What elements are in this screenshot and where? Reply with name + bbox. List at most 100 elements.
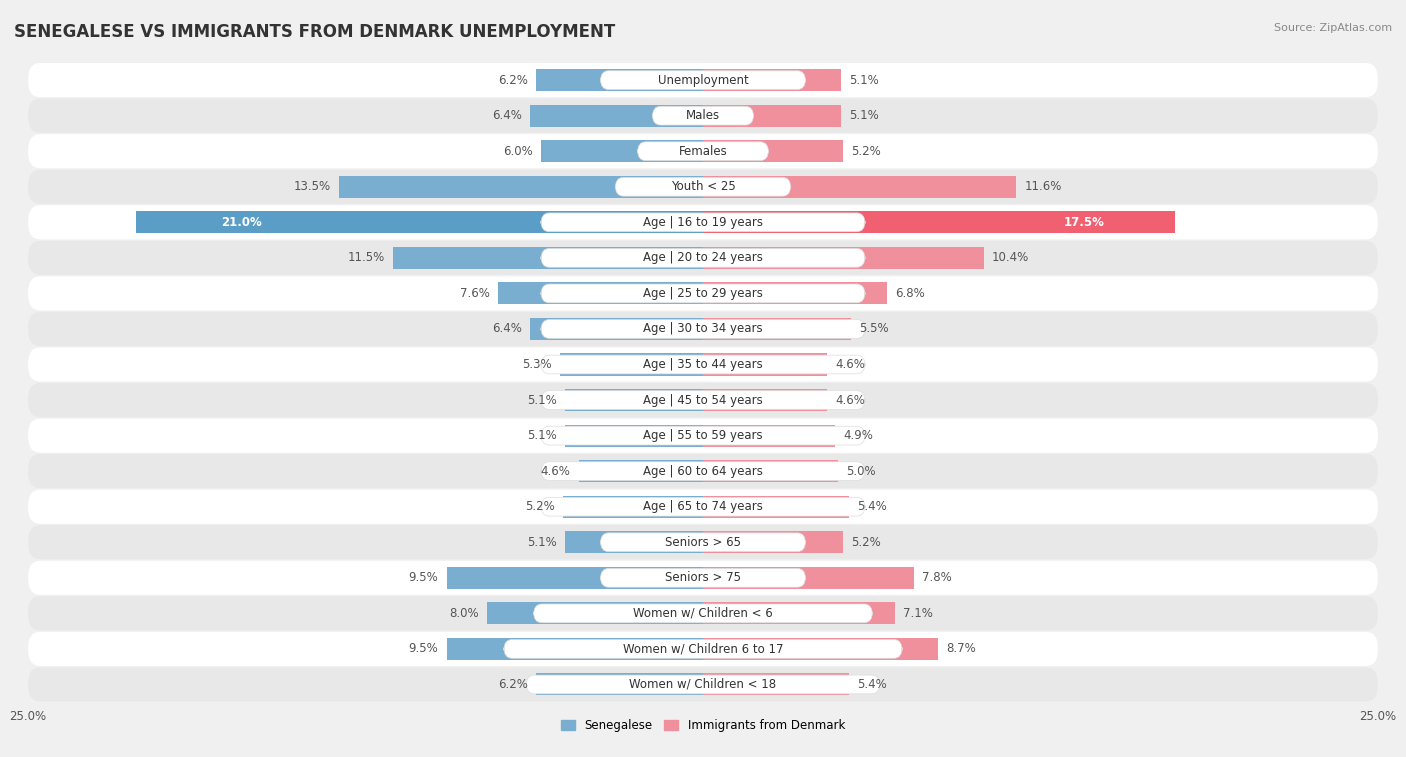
FancyBboxPatch shape xyxy=(541,426,865,445)
Text: 6.4%: 6.4% xyxy=(492,322,522,335)
FancyBboxPatch shape xyxy=(28,454,1378,488)
Text: 5.1%: 5.1% xyxy=(527,394,557,407)
Text: 10.4%: 10.4% xyxy=(991,251,1029,264)
Bar xyxy=(447,638,703,660)
Bar xyxy=(541,140,703,162)
Text: SENEGALESE VS IMMIGRANTS FROM DENMARK UNEMPLOYMENT: SENEGALESE VS IMMIGRANTS FROM DENMARK UN… xyxy=(14,23,616,41)
FancyBboxPatch shape xyxy=(541,248,865,267)
Bar xyxy=(703,176,1017,198)
Bar xyxy=(703,567,914,589)
Bar xyxy=(136,211,703,233)
FancyBboxPatch shape xyxy=(28,632,1378,666)
Text: 5.5%: 5.5% xyxy=(859,322,889,335)
FancyBboxPatch shape xyxy=(28,419,1378,453)
FancyBboxPatch shape xyxy=(526,675,880,694)
Text: Age | 16 to 19 years: Age | 16 to 19 years xyxy=(643,216,763,229)
FancyBboxPatch shape xyxy=(652,106,754,125)
Bar xyxy=(562,496,703,518)
Bar xyxy=(703,69,841,91)
Bar xyxy=(536,674,703,696)
Text: Women w/ Children 6 to 17: Women w/ Children 6 to 17 xyxy=(623,643,783,656)
FancyBboxPatch shape xyxy=(541,284,865,303)
Text: Age | 35 to 44 years: Age | 35 to 44 years xyxy=(643,358,763,371)
FancyBboxPatch shape xyxy=(541,497,865,516)
Text: 4.6%: 4.6% xyxy=(541,465,571,478)
Bar xyxy=(530,104,703,126)
Bar xyxy=(703,354,827,375)
Text: Age | 60 to 64 years: Age | 60 to 64 years xyxy=(643,465,763,478)
Text: 5.1%: 5.1% xyxy=(527,536,557,549)
FancyBboxPatch shape xyxy=(28,134,1378,168)
Bar xyxy=(565,389,703,411)
Bar xyxy=(498,282,703,304)
Text: Males: Males xyxy=(686,109,720,122)
Text: 5.1%: 5.1% xyxy=(849,109,879,122)
FancyBboxPatch shape xyxy=(600,569,806,587)
FancyBboxPatch shape xyxy=(637,142,769,160)
Text: 5.4%: 5.4% xyxy=(856,678,887,691)
Text: 6.8%: 6.8% xyxy=(894,287,924,300)
Text: Unemployment: Unemployment xyxy=(658,73,748,86)
FancyBboxPatch shape xyxy=(28,241,1378,275)
Bar xyxy=(703,674,849,696)
FancyBboxPatch shape xyxy=(541,462,865,481)
FancyBboxPatch shape xyxy=(28,276,1378,310)
FancyBboxPatch shape xyxy=(28,98,1378,132)
FancyBboxPatch shape xyxy=(28,63,1378,97)
Text: 6.0%: 6.0% xyxy=(503,145,533,157)
Text: 5.3%: 5.3% xyxy=(522,358,551,371)
Text: 11.5%: 11.5% xyxy=(347,251,384,264)
Bar xyxy=(536,69,703,91)
Text: 11.6%: 11.6% xyxy=(1024,180,1062,193)
FancyBboxPatch shape xyxy=(28,525,1378,559)
Bar xyxy=(703,531,844,553)
Text: 9.5%: 9.5% xyxy=(409,572,439,584)
FancyBboxPatch shape xyxy=(616,177,790,196)
Text: 4.6%: 4.6% xyxy=(835,394,865,407)
FancyBboxPatch shape xyxy=(600,533,806,552)
Bar xyxy=(703,603,894,625)
Bar xyxy=(565,531,703,553)
Bar xyxy=(703,140,844,162)
Bar xyxy=(703,247,984,269)
Bar xyxy=(392,247,703,269)
FancyBboxPatch shape xyxy=(503,640,903,659)
FancyBboxPatch shape xyxy=(600,70,806,89)
FancyBboxPatch shape xyxy=(534,604,872,623)
Bar xyxy=(703,496,849,518)
Text: Females: Females xyxy=(679,145,727,157)
Text: 5.4%: 5.4% xyxy=(856,500,887,513)
Text: 7.6%: 7.6% xyxy=(460,287,489,300)
Text: 4.6%: 4.6% xyxy=(835,358,865,371)
Bar xyxy=(579,460,703,482)
Text: 5.2%: 5.2% xyxy=(852,145,882,157)
Legend: Senegalese, Immigrants from Denmark: Senegalese, Immigrants from Denmark xyxy=(555,715,851,737)
Bar xyxy=(560,354,703,375)
FancyBboxPatch shape xyxy=(28,668,1378,702)
Bar xyxy=(339,176,703,198)
Text: 8.7%: 8.7% xyxy=(946,643,976,656)
Text: Women w/ Children < 6: Women w/ Children < 6 xyxy=(633,607,773,620)
Text: 5.1%: 5.1% xyxy=(527,429,557,442)
Bar xyxy=(703,282,887,304)
FancyBboxPatch shape xyxy=(28,490,1378,524)
FancyBboxPatch shape xyxy=(541,391,865,410)
Bar xyxy=(703,460,838,482)
FancyBboxPatch shape xyxy=(541,319,865,338)
Text: 17.5%: 17.5% xyxy=(1064,216,1105,229)
Text: 21.0%: 21.0% xyxy=(221,216,262,229)
Bar xyxy=(530,318,703,340)
FancyBboxPatch shape xyxy=(541,355,865,374)
Bar xyxy=(703,389,827,411)
Text: Age | 45 to 54 years: Age | 45 to 54 years xyxy=(643,394,763,407)
Bar xyxy=(703,425,835,447)
Text: 13.5%: 13.5% xyxy=(294,180,330,193)
Text: 4.9%: 4.9% xyxy=(844,429,873,442)
Text: Youth < 25: Youth < 25 xyxy=(671,180,735,193)
Text: Women w/ Children < 18: Women w/ Children < 18 xyxy=(630,678,776,691)
Text: Age | 65 to 74 years: Age | 65 to 74 years xyxy=(643,500,763,513)
FancyBboxPatch shape xyxy=(28,383,1378,417)
Text: 5.2%: 5.2% xyxy=(524,500,554,513)
Bar xyxy=(703,638,938,660)
Text: 5.1%: 5.1% xyxy=(849,73,879,86)
